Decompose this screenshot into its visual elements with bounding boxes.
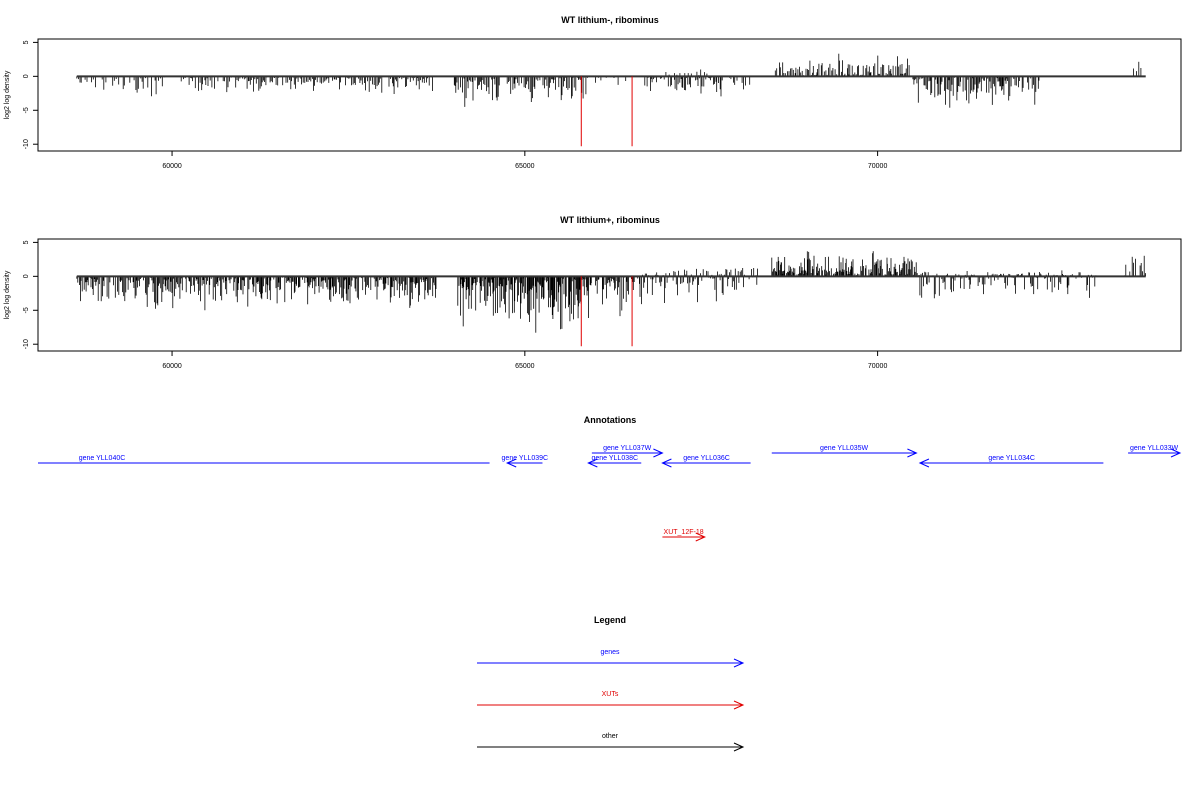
strand-arrowhead [733, 658, 745, 668]
y-tick-label: -5 [23, 307, 30, 313]
gene-features: gene YLL040C gene YLL039C gene YLL038C gene… [38, 445, 1182, 468]
plot-frame [37, 38, 1182, 152]
highlight-bars [580, 76, 633, 147]
y-tick-label: -10 [23, 139, 30, 149]
xut-features: XUT_12F-18 [662, 529, 706, 542]
coverage-bars [76, 53, 1146, 108]
strand-arrowhead [653, 448, 664, 458]
x-tick-label: 65000 [515, 363, 535, 370]
xut-label: XUT_12F-18 [664, 529, 704, 536]
gene-label: gene YLL035W [820, 445, 869, 452]
gene-feature: gene YLL038C [587, 455, 642, 468]
y-tick-label: -5 [23, 107, 30, 113]
y-tick-label: -10 [23, 339, 30, 349]
axes: 60000 65000 70000 5 0 -5 -10 [23, 40, 887, 170]
strand-arrowhead [661, 458, 672, 468]
gene-label: gene YLL033W [1130, 445, 1179, 452]
x-tick-label: 65000 [515, 163, 535, 170]
gene-label: gene YLL040C [79, 455, 126, 462]
x-tick-label: 60000 [162, 363, 182, 370]
gene-feature: gene YLL039C [502, 455, 549, 468]
gene-feature: gene YLL033W [1128, 445, 1182, 458]
xut-feature: XUT_12F-18 [662, 529, 706, 542]
x-tick-label: 70000 [868, 163, 888, 170]
gene-label: gene YLL034C [988, 455, 1035, 462]
strand-arrowhead [695, 532, 706, 542]
legend-label: XUTs [602, 691, 619, 698]
y-tick-label: 5 [23, 40, 30, 44]
y-axis-label: log2 log density [4, 270, 11, 319]
gene-feature: gene YLL034C [918, 455, 1104, 468]
legend-title: Legend [594, 615, 626, 625]
strand-arrowhead [733, 742, 745, 752]
y-tick-label: 0 [23, 274, 30, 278]
y-axis-label: log2 log density [4, 70, 11, 119]
strand-arrowhead [587, 458, 598, 468]
panel-title: WT lithium+, ribominus [560, 215, 660, 225]
annotations-title: Annotations [584, 415, 637, 425]
coverage-panel-lithium-plus: WT lithium+, ribominus log2 log density … [4, 215, 1182, 370]
legend-label: genes [600, 649, 620, 656]
gene-label: gene YLL039C [502, 455, 549, 462]
legend-item: genes [477, 649, 745, 668]
highlight-bars [580, 276, 633, 347]
strand-arrowhead [1170, 448, 1182, 458]
plot-frame [37, 238, 1182, 352]
legend-item: other [477, 733, 745, 752]
gene-label: gene YLL038C [591, 455, 638, 462]
x-tick-label: 70000 [868, 363, 888, 370]
coverage-panel-lithium-minus: WT lithium-, ribominus log2 log density … [4, 15, 1182, 170]
strand-arrowhead [907, 448, 918, 458]
gene-label: gene YLL036C [683, 455, 730, 462]
coverage-bars [76, 251, 1146, 333]
gene-label: gene YLL037W [603, 445, 652, 452]
legend-label: other [602, 733, 619, 740]
y-tick-label: 5 [23, 240, 30, 244]
gene-feature: gene YLL040C [38, 455, 490, 464]
y-tick-label: 0 [23, 74, 30, 78]
legend: Legend genes XUTs other [477, 615, 745, 752]
annotations-track: Annotations gene YLL040C gene YLL039C gene… [38, 415, 1182, 542]
gene-feature: gene YLL036C [661, 455, 751, 468]
strand-arrowhead [505, 458, 517, 468]
legend-items: genes XUTs other [477, 649, 745, 752]
strand-arrowhead [918, 458, 930, 468]
strand-arrowhead [733, 700, 745, 710]
gene-feature: gene YLL035W [771, 445, 918, 458]
legend-item: XUTs [477, 691, 745, 710]
panel-title: WT lithium-, ribominus [561, 15, 659, 25]
axes: 60000 65000 70000 5 0 -5 -10 [23, 240, 887, 370]
gene-feature: gene YLL037W [591, 445, 664, 458]
x-tick-label: 60000 [162, 163, 182, 170]
